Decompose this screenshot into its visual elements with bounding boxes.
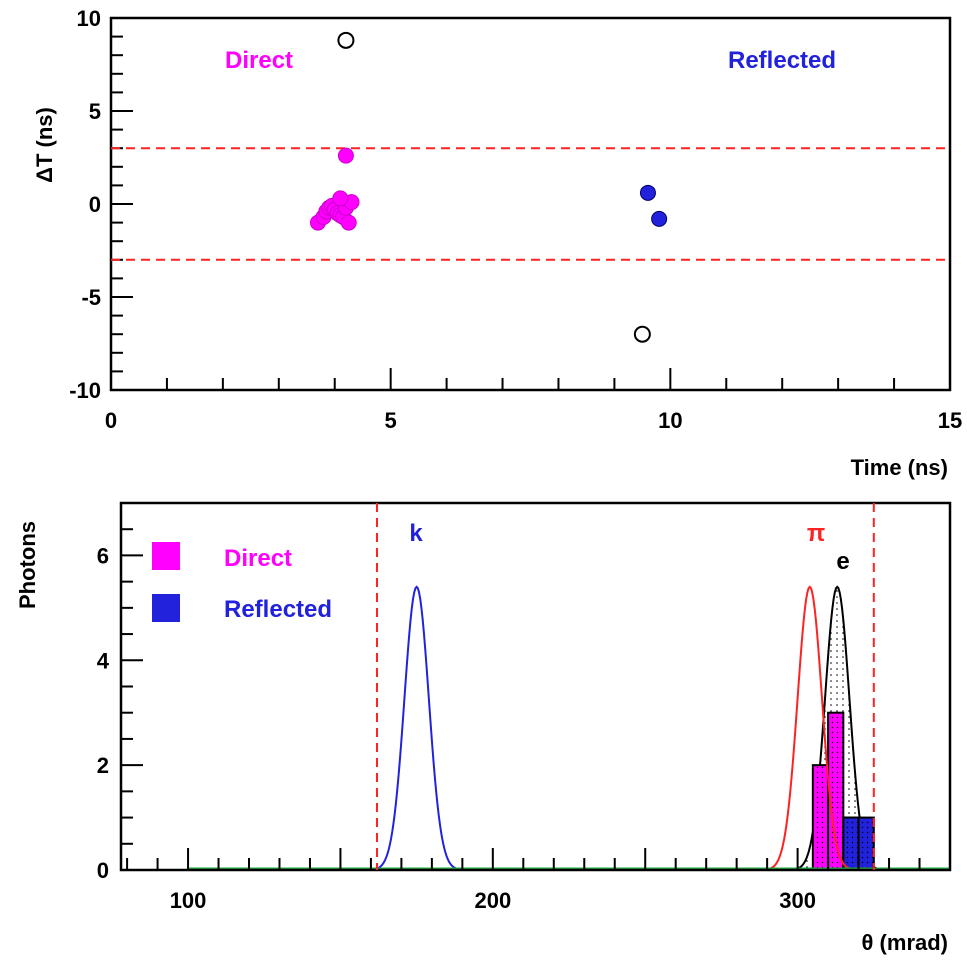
legend-reflected-label: Reflected (224, 596, 332, 623)
data-point-direct (332, 190, 349, 207)
bar-direct (827, 711, 845, 872)
legend-swatch-direct (152, 542, 180, 570)
data-point-reflected (639, 184, 656, 201)
x-tick-label: 15 (938, 408, 962, 433)
bar-reflected (857, 816, 875, 871)
y-tick-label: -5 (81, 285, 101, 310)
y-axis-title: ΔT (ns) (32, 107, 57, 183)
data-point-rejected (633, 325, 651, 343)
bar-reflected (842, 816, 860, 871)
y-tick-label: 2 (97, 753, 109, 778)
x-axis-title: Time (ns) (851, 455, 948, 480)
x-tick-label: 300 (779, 888, 816, 913)
y-axis-title: Photons (15, 521, 40, 609)
x-tick-label: 100 (170, 888, 207, 913)
y-tick-label: 10 (77, 6, 101, 31)
y-tick-label: 4 (97, 648, 110, 673)
y-tick-label: 5 (89, 99, 101, 124)
timing-scatter-plot: 0 5 10 15 10 5 0 -5 -10 Direct Reflected ΔT (ns) Tim… (32, 6, 962, 480)
gaussian-pi (760, 585, 859, 871)
legend-reflected-label: Reflected (728, 47, 836, 74)
hypothesis-label-pi: π (807, 520, 825, 547)
gaussian-k (367, 585, 466, 871)
x-tick-label: 5 (385, 408, 397, 433)
x-tick-label: 200 (474, 888, 511, 913)
legend-swatch-reflected (152, 594, 180, 622)
legend-direct-label: Direct (224, 545, 292, 572)
data-point-direct (337, 147, 354, 164)
cherenkov-angle-histogram: 100 200 300 0 2 4 6 k πe Direct Reflected Photons θ … (15, 501, 952, 955)
x-tick-label: 0 (105, 408, 117, 433)
data-point-rejected (337, 31, 355, 49)
data-point-reflected (651, 210, 668, 227)
y-tick-label: -10 (69, 378, 101, 403)
hypothesis-label-e: e (836, 548, 849, 575)
y-tick-label: 0 (97, 858, 109, 883)
x-tick-label: 10 (658, 408, 682, 433)
legend-direct-label: Direct (225, 47, 293, 74)
bar-direct (811, 764, 830, 872)
data-point-direct (340, 214, 357, 231)
x-axis-title: θ (mrad) (862, 930, 948, 955)
y-tick-label: 0 (89, 192, 101, 217)
y-tick-label: 6 (97, 543, 109, 568)
hypothesis-label-k: k (409, 520, 423, 547)
